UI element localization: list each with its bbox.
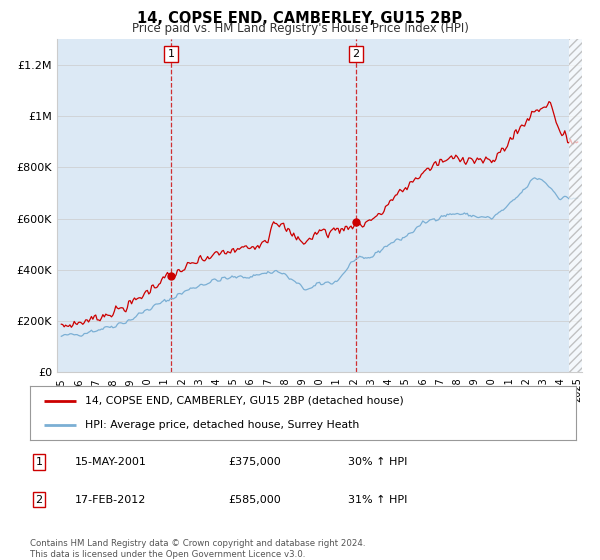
Text: 2: 2	[352, 49, 359, 59]
Text: 15-MAY-2001: 15-MAY-2001	[75, 457, 147, 467]
Text: 14, COPSE END, CAMBERLEY, GU15 2BP: 14, COPSE END, CAMBERLEY, GU15 2BP	[137, 11, 463, 26]
Text: 17-FEB-2012: 17-FEB-2012	[75, 494, 146, 505]
Text: 2: 2	[35, 494, 43, 505]
Text: 1: 1	[167, 49, 175, 59]
Text: 1: 1	[35, 457, 43, 467]
Text: HPI: Average price, detached house, Surrey Heath: HPI: Average price, detached house, Surr…	[85, 420, 359, 430]
Text: 31% ↑ HPI: 31% ↑ HPI	[348, 494, 407, 505]
Text: Contains HM Land Registry data © Crown copyright and database right 2024.
This d: Contains HM Land Registry data © Crown c…	[30, 539, 365, 559]
Text: £585,000: £585,000	[228, 494, 281, 505]
Text: 30% ↑ HPI: 30% ↑ HPI	[348, 457, 407, 467]
Text: 14, COPSE END, CAMBERLEY, GU15 2BP (detached house): 14, COPSE END, CAMBERLEY, GU15 2BP (deta…	[85, 396, 403, 406]
Text: Price paid vs. HM Land Registry's House Price Index (HPI): Price paid vs. HM Land Registry's House …	[131, 22, 469, 35]
Text: £375,000: £375,000	[228, 457, 281, 467]
Bar	[569, 39, 582, 372]
